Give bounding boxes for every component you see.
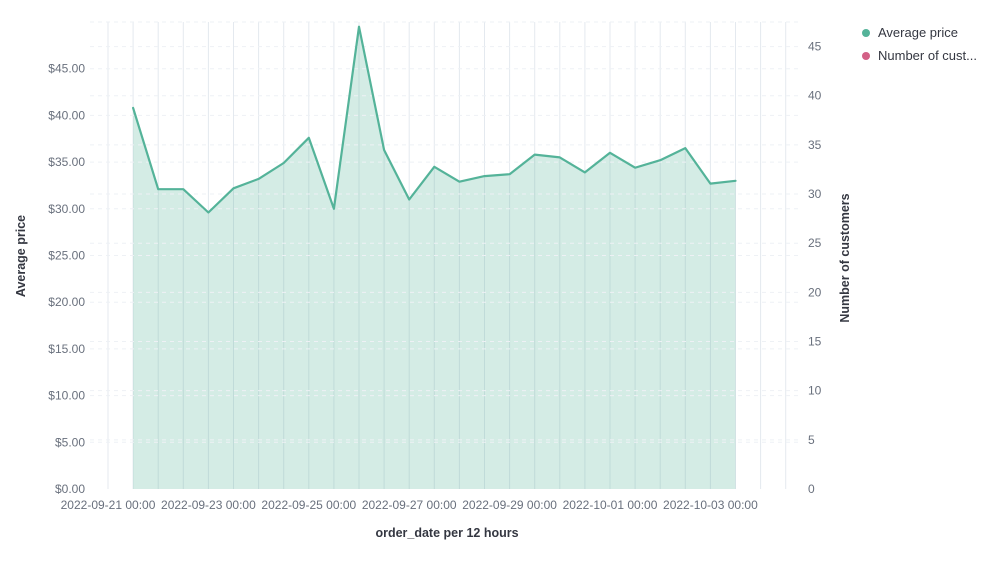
legend-dot-average-price <box>862 29 870 37</box>
horizontal-gridlines-right-axis <box>90 46 798 441</box>
x-axis-tick-label: 2022-09-21 00:00 <box>61 498 156 512</box>
x-axis-tick-label: 2022-09-29 00:00 <box>462 498 557 512</box>
legend-label-number-of-customers: Number of cust... <box>878 48 977 63</box>
right-axis-tick-label: 15 <box>808 335 822 349</box>
x-axis-tick-label: 2022-10-01 00:00 <box>563 498 658 512</box>
x-axis-tick-label: 2022-09-25 00:00 <box>261 498 356 512</box>
right-axis-tick-labels: 0 5 10 15 20 25 30 35 40 45 <box>808 40 822 496</box>
right-axis-tick-label: 45 <box>808 40 822 54</box>
left-axis-tick-label: $35.00 <box>48 155 85 169</box>
chart-legend: Average price Number of cust... <box>862 25 977 64</box>
right-axis-tick-label: 10 <box>808 384 822 398</box>
x-axis-tick-label: 2022-09-23 00:00 <box>161 498 256 512</box>
left-axis-tick-label: $45.00 <box>48 62 85 76</box>
legend-item-number-of-customers[interactable]: Number of cust... <box>862 48 977 64</box>
left-axis-tick-label: $25.00 <box>48 249 85 263</box>
legend-label-average-price: Average price <box>878 25 958 40</box>
left-axis-tick-label: $15.00 <box>48 342 85 356</box>
right-axis-tick-label: 0 <box>808 482 815 496</box>
left-axis-title: Average price <box>14 215 28 297</box>
average-price-area-fill <box>133 26 736 489</box>
right-axis-tick-label: 25 <box>808 236 822 250</box>
average-price-line <box>132 25 737 214</box>
left-axis-tick-label: $0.00 <box>55 482 85 496</box>
right-axis-tick-label: 20 <box>808 285 822 299</box>
x-axis-tick-labels: 2022-09-21 00:00 2022-09-23 00:00 2022-09-… <box>61 498 758 512</box>
left-axis-tick-labels: $0.00 $5.00 $10.00 $15.00 $20.00 $25.00 $30.00… <box>48 62 85 496</box>
x-axis-tick-label: 2022-09-27 00:00 <box>362 498 457 512</box>
left-axis-tick-label: $20.00 <box>48 295 85 309</box>
right-axis-tick-label: 5 <box>808 433 815 447</box>
right-axis-tick-label: 35 <box>808 138 822 152</box>
horizontal-gridlines-left-axis <box>90 21 798 443</box>
legend-item-average-price[interactable]: Average price <box>862 25 977 41</box>
legend-dot-number-of-customers <box>862 52 870 60</box>
right-axis-tick-label: 40 <box>808 89 822 103</box>
x-axis-tick-label: 2022-10-03 00:00 <box>663 498 758 512</box>
left-axis-tick-label: $30.00 <box>48 202 85 216</box>
left-axis-tick-label: $5.00 <box>55 435 85 449</box>
left-axis-tick-label: $10.00 <box>48 389 85 403</box>
right-axis-tick-label: 30 <box>808 187 822 201</box>
x-axis-title: order_date per 12 hours <box>375 526 518 540</box>
left-axis-tick-label: $40.00 <box>48 108 85 122</box>
right-axis-title: Number of customers <box>838 193 852 322</box>
series-layer <box>133 26 736 489</box>
